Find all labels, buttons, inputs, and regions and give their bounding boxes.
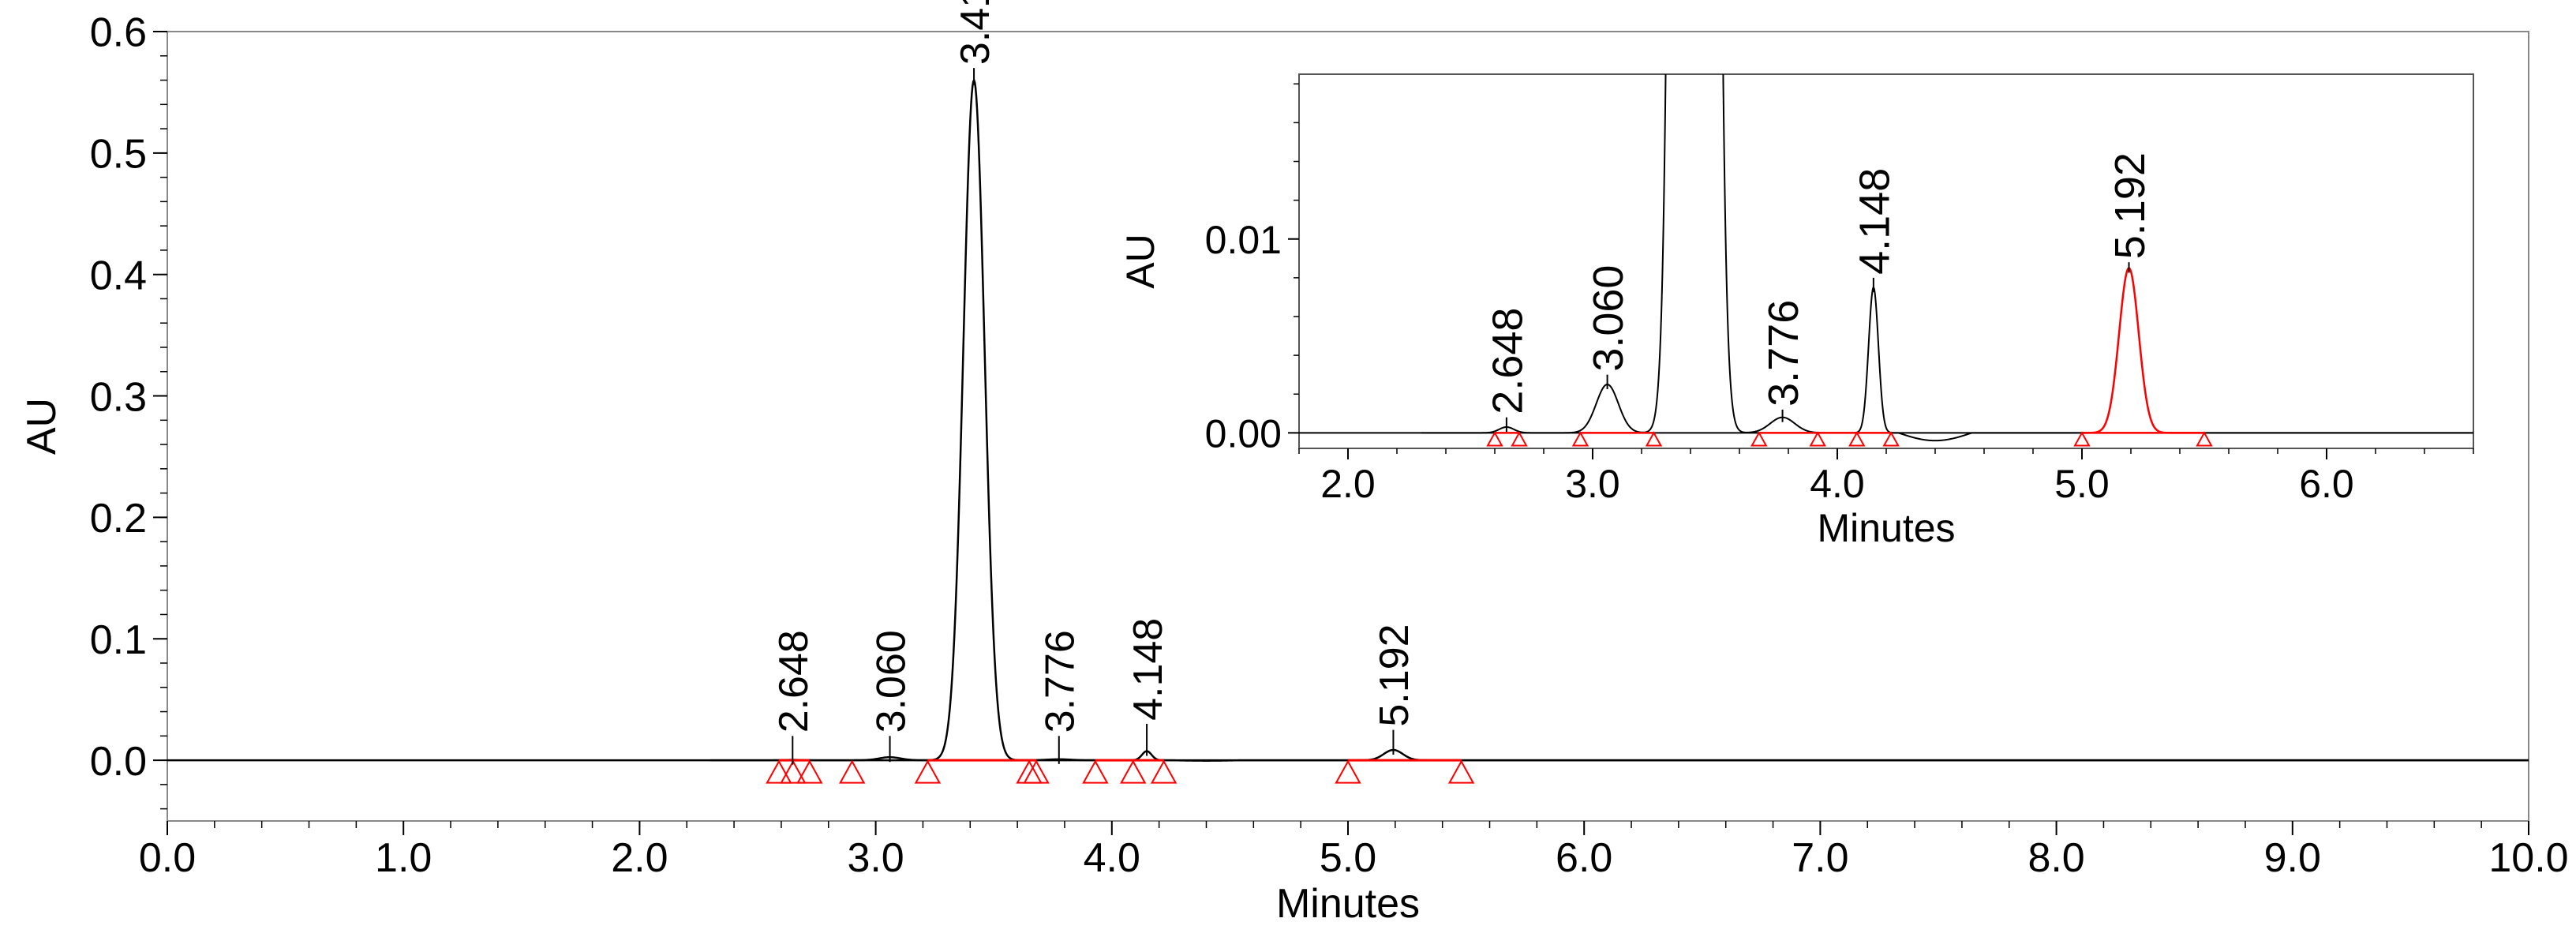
main-peak-label: 3.416 (953, 0, 998, 65)
main-integration-marker (1150, 759, 1178, 784)
main-y-tick-label: 0.0 (90, 739, 147, 785)
inset-integration-marker (1511, 431, 1528, 447)
inset-y-tick-label: 0.01 (1205, 218, 1282, 262)
inset-peak-label: 5.192 (2106, 152, 2154, 259)
main-x-tick-label: 1.0 (375, 835, 432, 881)
main-x-tick-label: 0.0 (139, 835, 196, 881)
inset-x-tick-label: 2.0 (1320, 462, 1376, 506)
inset-integration-marker (1750, 431, 1768, 447)
main-x-tick-label: 2.0 (611, 835, 668, 881)
main-integration-marker (1447, 759, 1475, 784)
inset-integration-marker (1486, 431, 1503, 447)
inset-y-axis-title: AU (1118, 234, 1163, 288)
main-y-tick-label: 0.5 (90, 132, 147, 178)
main-peak-label: 2.648 (771, 630, 817, 733)
main-integration-marker (914, 759, 942, 784)
main-x-tick-label: 6.0 (1556, 835, 1612, 881)
inset-integration-marker (2196, 431, 2213, 447)
main-x-tick-label: 5.0 (1320, 835, 1376, 881)
main-integration-marker (796, 759, 823, 784)
main-x-tick-label: 3.0 (847, 835, 904, 881)
main-y-tick-label: 0.4 (90, 253, 147, 298)
main-x-tick-label: 8.0 (2027, 835, 2084, 881)
inset-plot-frame (1298, 73, 2474, 449)
main-y-tick-label: 0.6 (90, 10, 147, 56)
inset-x-axis-title: Minutes (1817, 506, 1955, 550)
main-integration-marker (1120, 759, 1147, 784)
main-x-tick-label: 4.0 (1084, 835, 1140, 881)
inset-integration-marker (1848, 431, 1866, 447)
inset-x-tick-label: 5.0 (2054, 462, 2110, 506)
main-x-tick-label: 9.0 (2264, 835, 2321, 881)
main-integration-marker (1335, 759, 1361, 784)
main-peak-label: 4.148 (1125, 618, 1171, 721)
inset-peak-label: 3.060 (1585, 265, 1632, 372)
main-chromatogram: 0.0 1.0 2.0 3.0 4.0 5.0 6.0 7.0 8.0 9.0 10.0 0.0 0.1… (19, 0, 2569, 927)
main-integration-marker (766, 759, 792, 784)
inset-integration-marker (2073, 431, 2091, 447)
inset-peak-label: 3.776 (1760, 300, 1807, 407)
main-x-tick-label: 7.0 (1792, 835, 1848, 881)
inset-x-tick-label: 6.0 (2299, 462, 2354, 506)
main-x-axis-title: Minutes (1276, 881, 1420, 927)
inset-signal-trace (1421, 74, 2473, 442)
main-x-tick-label: 10.0 (2488, 835, 2568, 881)
main-y-tick-label: 0.3 (90, 374, 147, 420)
main-integration-marker (1082, 759, 1109, 784)
inset-x-tick-label: 4.0 (1810, 462, 1865, 506)
main-integration-marker (838, 759, 866, 784)
inset-y-tick-label: 0.00 (1205, 411, 1282, 455)
inset-integration-marker (1809, 431, 1826, 447)
inset-integration-marker (1571, 431, 1589, 447)
main-peak-label: 5.192 (1372, 624, 1417, 726)
main-integration-marker (780, 759, 807, 784)
inset-integration-marker (1882, 431, 1900, 447)
main-peak-label: 3.776 (1037, 630, 1083, 733)
inset-integration-marker (1645, 431, 1663, 447)
main-integration-marker (1023, 759, 1050, 784)
inset-integrated-peak-5-192 (2082, 267, 2204, 434)
inset-peak-label: 2.648 (1484, 308, 1531, 414)
inset-x-tick-label: 3.0 (1565, 462, 1620, 506)
inset-peak-label: 4.148 (1851, 168, 1898, 275)
main-y-axis-title: AU (19, 398, 65, 455)
main-y-tick-label: 0.1 (90, 617, 147, 663)
inset-chromatogram: 2.0 3.0 4.0 5.0 6.0 0.00 0.01 Minutes AU 2.648 3.0… (1118, 73, 2474, 550)
main-y-tick-label: 0.2 (90, 496, 147, 542)
main-peak-label: 3.060 (868, 630, 914, 733)
